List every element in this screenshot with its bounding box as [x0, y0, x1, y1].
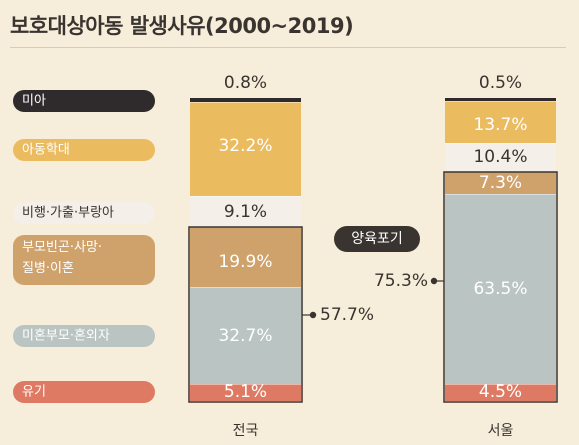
legend-label-6: 유기: [22, 385, 46, 400]
group-leader-dot-1: [309, 311, 317, 319]
legend-label-3: 비행·가출·부랑아: [22, 205, 114, 221]
bar-segment-1-6: [190, 98, 301, 102]
group-value-2: 75.3%: [374, 271, 428, 291]
bar-segment-1-2: [190, 287, 301, 384]
legend-swatch-1: [13, 90, 155, 112]
chart-title: 보호대상아동 발생사유(2000~2019): [10, 14, 354, 38]
group-pill: [334, 226, 420, 252]
value-label-2-2: 63.5%: [473, 279, 527, 299]
value-label-2-3: 7.3%: [479, 173, 522, 193]
value-label-2-4: 10.4%: [473, 147, 527, 167]
bar-segment-2-5: [445, 101, 556, 143]
group-value-1: 57.7%: [320, 305, 374, 325]
bar-segment-2-4: [445, 143, 556, 172]
legend-label-5: 미혼부모·혼외자: [22, 329, 110, 344]
legend-swatch-6: [13, 381, 155, 403]
bar-segment-1-4: [190, 196, 301, 226]
group-pill-label: 양육포기: [351, 231, 403, 247]
value-label-2-6: 0.5%: [479, 73, 522, 93]
bracket-outline-2: [443, 171, 558, 403]
bar-segment-1-1: [190, 384, 301, 401]
title-divider: [10, 47, 566, 48]
value-label-1-3: 19.9%: [218, 252, 272, 272]
bar-segment-2-6: [445, 98, 556, 101]
bar-segment-2-3: [445, 172, 556, 194]
value-label-2-1: 4.5%: [479, 382, 522, 402]
legend-swatch-5: [13, 325, 155, 347]
bar-segment-2-1: [445, 384, 556, 401]
bar-segment-1-5: [190, 102, 301, 196]
legend-label-4: 부모빈곤·사망· 질병·이혼: [22, 240, 102, 276]
category-label-1: 전국: [233, 423, 259, 439]
group-leader-dot-2: [430, 277, 438, 285]
bar-segment-2-2: [445, 194, 556, 384]
bar-segment-1-3: [190, 226, 301, 287]
legend-swatch-3: [13, 202, 155, 224]
value-label-2-5: 13.7%: [473, 115, 527, 135]
value-label-1-6: 0.8%: [224, 73, 267, 93]
value-label-1-5: 32.2%: [218, 136, 272, 156]
value-label-1-2: 32.7%: [218, 326, 272, 346]
value-label-1-1: 5.1%: [224, 382, 267, 402]
legend-label-2: 아동학대: [22, 143, 70, 158]
value-label-1-4: 9.1%: [224, 202, 267, 222]
legend-label-1: 미아: [22, 94, 46, 109]
legend-swatch-2: [13, 139, 155, 161]
legend-swatch-4: [13, 235, 155, 285]
category-label-2: 서울: [488, 423, 514, 439]
